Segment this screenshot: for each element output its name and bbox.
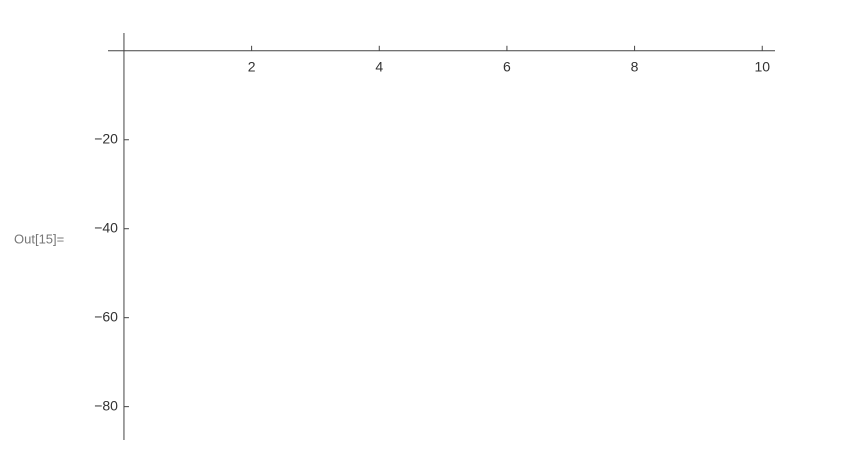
- y-tick-label: −20: [94, 130, 118, 146]
- output-label: Out[15]=: [14, 231, 64, 246]
- y-tick-label: −40: [94, 219, 118, 235]
- x-tick-label: 10: [754, 58, 770, 74]
- x-tick-label: 2: [248, 58, 256, 74]
- x-tick-label: 8: [631, 58, 639, 74]
- x-tick-label: 6: [503, 58, 511, 74]
- y-tick-label: −60: [94, 308, 118, 324]
- x-tick-label: 4: [375, 58, 383, 74]
- y-tick-label: −80: [94, 397, 118, 413]
